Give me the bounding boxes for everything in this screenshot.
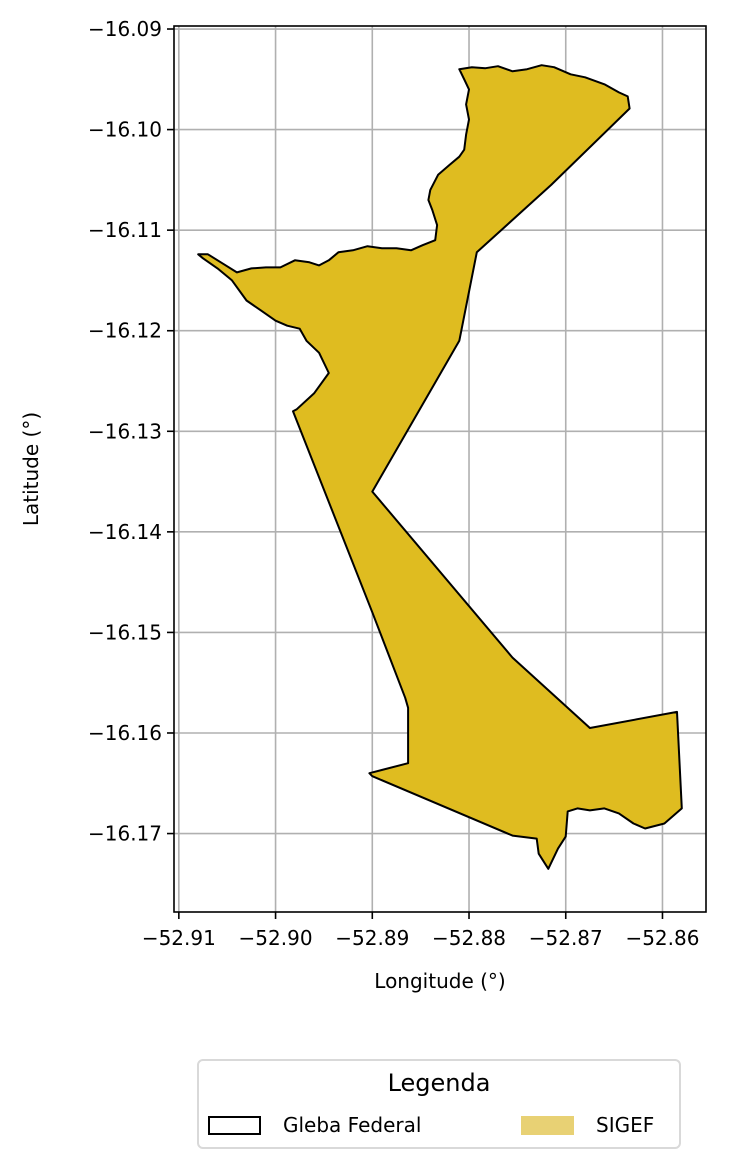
y-tick-label: −16.16 [88,721,162,745]
x-axis-title: Longitude (°) [374,969,505,993]
legend-title: Legenda [387,1069,491,1097]
y-tick-label: −16.12 [88,319,162,343]
x-tick-label: −52.91 [142,926,216,950]
x-tick-label: −52.86 [625,926,699,950]
axis-ticks: −52.91 −52.90 −52.89 −52.88 −52.87 −52.86 −16.… [88,17,699,950]
y-tick-label: −16.10 [88,118,162,142]
y-tick-label: −16.15 [88,620,162,644]
x-tick-label: −52.89 [335,926,409,950]
y-tick-label: −16.13 [88,419,162,443]
legend-swatch-gleba-federal [208,1116,261,1135]
x-tick-label: −52.88 [432,926,506,950]
plot-frame [173,25,707,913]
y-tick-label: −16.14 [88,520,162,544]
y-tick-label: −16.09 [88,17,162,41]
y-axis-title: Latitude (°) [19,412,43,526]
legend-label-gleba-federal: Gleba Federal [283,1113,422,1137]
sigef-parcel-layer [197,64,683,870]
x-tick-label: −52.90 [239,926,313,950]
sigef-polygon [197,64,683,870]
y-tick-label: −16.17 [88,822,162,846]
legend-label-sigef: SIGEF [596,1113,655,1137]
legend: Legenda Gleba Federal SIGEF [197,1059,681,1149]
y-tick-label: −16.11 [88,218,162,242]
x-tick-label: −52.87 [529,926,603,950]
legend-swatch-sigef [521,1116,574,1135]
